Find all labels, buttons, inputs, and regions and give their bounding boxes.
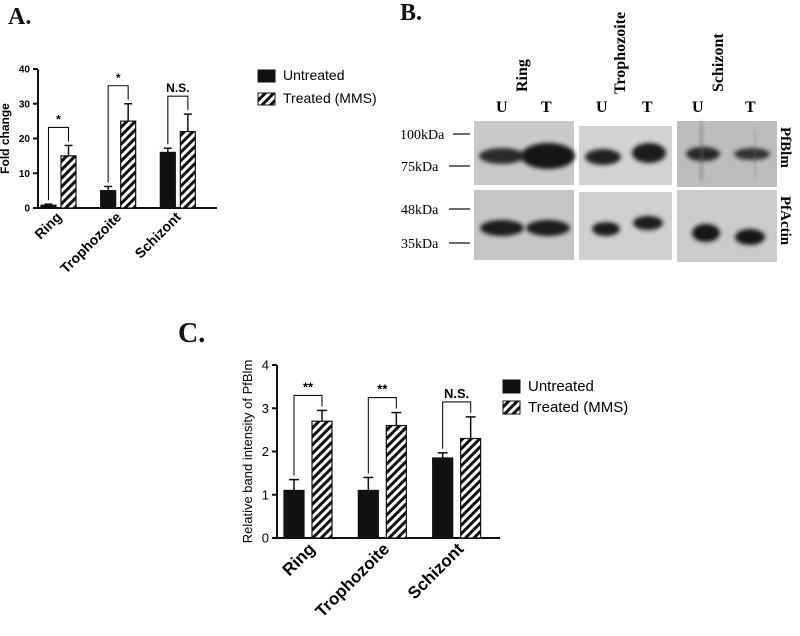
protein-label-pfblm: PfBlm <box>777 127 793 168</box>
marker-75kda: 75kDa <box>401 160 439 175</box>
stage-label-trophozoite: Trophozoite <box>612 12 629 94</box>
y-axis-label: Fold change <box>0 103 12 174</box>
protein-label-pfactin: PfActin <box>777 196 793 246</box>
y-tick-label: 30 <box>19 99 31 110</box>
lane-label-t: T <box>642 99 653 116</box>
significance-label: * <box>116 71 121 85</box>
significance-label: ** <box>303 379 314 394</box>
lane-label-t: T <box>541 99 552 116</box>
band-ring-t-pfactin <box>526 220 570 236</box>
legend-label-untreated: Untreated <box>283 67 344 83</box>
significance-label: ** <box>377 382 388 397</box>
band-schiz-t-pfactin <box>735 229 765 245</box>
legend-swatch-treated-mms <box>502 400 521 415</box>
legend-label-treated-mms: Treated (MMS) <box>283 90 377 106</box>
stage-label-ring: Ring <box>514 59 531 92</box>
significance-label: N.S. <box>166 81 189 95</box>
band-ring-u-pfblm <box>479 148 525 164</box>
band-troph-t-pfblm <box>632 143 666 163</box>
band-troph-u-pfactin <box>592 222 620 236</box>
y-tick-label: 10 <box>19 169 31 180</box>
significance-bracket <box>47 126 70 201</box>
panel-b-label: B. <box>400 0 423 26</box>
lane-label-t: T <box>745 99 756 116</box>
band-ring-u-pfactin <box>480 220 524 236</box>
significance-bracket <box>293 394 323 476</box>
legend-label-treated-mms: Treated (MMS) <box>528 399 628 416</box>
y-tick-label: 20 <box>19 134 31 145</box>
stage-label-schizont: Schizont <box>710 33 727 92</box>
y-tick-label: 2 <box>262 444 269 459</box>
band-schiz-u-pfactin <box>692 224 720 242</box>
y-tick-label: 4 <box>262 358 269 373</box>
panel-a-label: A. <box>8 4 32 30</box>
pfblm-bands <box>479 121 770 181</box>
blot-block-schiz-pfactin <box>677 190 777 262</box>
band-schiz-t-pfblm <box>734 148 770 160</box>
y-axis-label: Relative band intensity of PfBlm <box>240 360 255 544</box>
y-tick-label: 1 <box>262 487 269 502</box>
band-troph-t-pfactin <box>633 216 663 230</box>
legend-label-untreated: Untreated <box>528 378 594 395</box>
significance-bracket <box>367 397 397 474</box>
legend-swatch-untreated <box>502 379 521 394</box>
lane-label-u: U <box>596 99 608 116</box>
significance-label: * <box>56 112 61 126</box>
band-troph-u-pfblm <box>585 149 621 165</box>
marker-35kda: 35kDa <box>401 237 439 252</box>
pfactin-bands <box>480 216 765 245</box>
band-ring-t-pfblm <box>521 143 575 169</box>
significance-bracket <box>442 401 472 449</box>
marker-100kda: 100kDa <box>400 128 445 143</box>
legend-swatch-treated-mms <box>257 92 276 106</box>
significance-bracket <box>167 95 189 145</box>
y-tick-label: 0 <box>262 531 269 546</box>
y-tick-label: 40 <box>19 65 31 76</box>
marker-48kda: 48kDa <box>401 203 439 218</box>
lane-label-u: U <box>496 99 508 116</box>
panel-c-label: C. <box>178 318 206 349</box>
significance-label: N.S. <box>444 386 469 401</box>
lane-label-u: U <box>692 99 704 116</box>
significance-bracket <box>107 85 129 183</box>
y-tick-label: 3 <box>262 401 269 416</box>
y-tick-label: 0 <box>24 204 30 215</box>
legend-swatch-untreated <box>257 69 276 83</box>
